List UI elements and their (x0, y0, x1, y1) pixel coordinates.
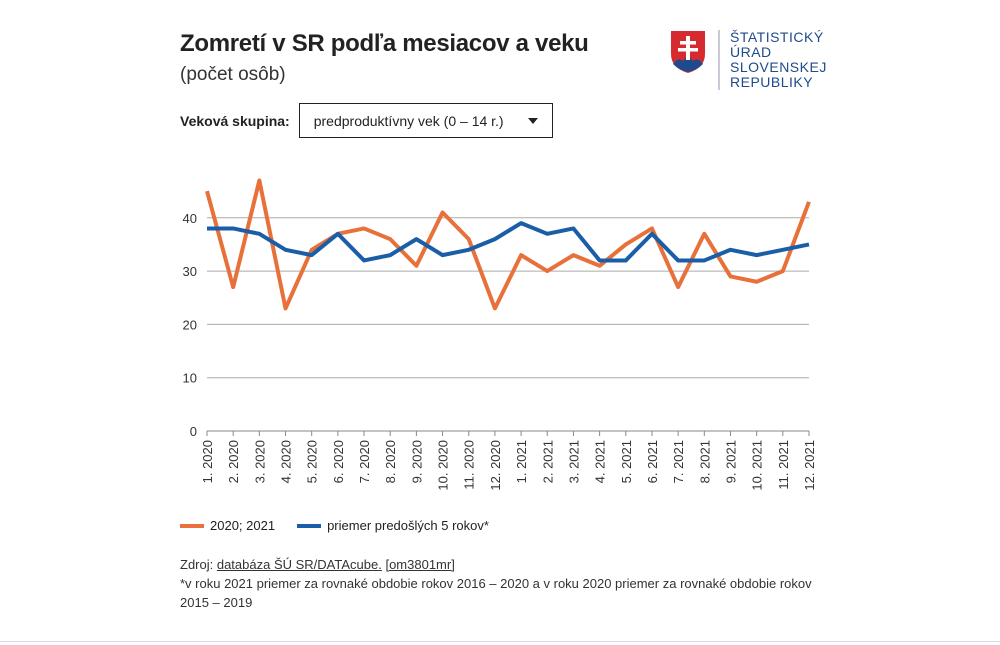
x-tick-label: 1. 2020 (200, 440, 215, 483)
legend-swatch-blue (297, 523, 322, 528)
source-note: Zdroj: databáza ŠÚ SR/DATAcube. [om3801m… (180, 555, 820, 612)
x-tick-label: 3. 2021 (566, 440, 581, 483)
y-tick-label: 40 (183, 211, 197, 226)
x-tick-label: 8. 2020 (383, 440, 398, 483)
logo-line: ŠTATISTICKÝ (730, 29, 824, 45)
legend-label[interactable]: 2020; 2021 (210, 518, 276, 533)
dropdown-arrow-icon (527, 118, 538, 124)
y-tick-label: 20 (183, 317, 197, 332)
logo: ŠTATISTICKÝ ÚRAD SLOVENSKEJ REPUBLIKY (670, 30, 827, 90)
x-tick-label: 9. 2020 (409, 440, 424, 483)
legend-label[interactable]: priemer predošlých 5 rokov* (327, 518, 489, 533)
logo-line: REPUBLIKY (730, 74, 814, 90)
divider (0, 641, 1000, 642)
x-tick-label: 4. 2021 (593, 440, 608, 483)
source-code-link[interactable]: [om3801mr] (385, 557, 455, 572)
y-tick-label: 10 (183, 371, 197, 386)
age-group-filter: Veková skupina: predproduktívny vek (0 –… (180, 103, 553, 138)
chart-subtitle: (počet osôb) (180, 64, 286, 85)
series-line-1 (207, 221, 810, 263)
x-tick-label: 11. 2021 (776, 440, 791, 490)
x-tick-label: 2. 2021 (540, 440, 555, 483)
source-link[interactable]: databáza ŠÚ SR/DATAcube. (216, 557, 382, 572)
series-line-0 (205, 178, 811, 311)
x-tick-label: 8. 2021 (697, 440, 712, 483)
source-prefix: Zdroj: (180, 557, 217, 572)
x-tick-label: 10. 2020 (436, 440, 451, 491)
x-tick-label: 6. 2021 (645, 440, 660, 483)
y-tick-label: 0 (190, 424, 197, 439)
y-tick-label: 30 (183, 264, 197, 279)
footnote: *v roku 2021 priemer za rovnaké obdobie … (180, 576, 812, 610)
age-group-select[interactable]: predproduktívny vek (0 – 14 r.) (298, 103, 553, 138)
x-tick-label: 10. 2021 (750, 440, 765, 491)
x-tick-label: 1. 2021 (514, 440, 529, 483)
x-tick-label: 12. 2021 (802, 440, 817, 491)
x-tick-label: 2. 2020 (226, 440, 241, 483)
logo-text: ŠTATISTICKÝ ÚRAD SLOVENSKEJ REPUBLIKY (718, 30, 827, 90)
logo-line: SLOVENSKEJ (730, 59, 827, 75)
x-tick-label: 4. 2020 (279, 440, 294, 483)
logo-line: ÚRAD (730, 44, 772, 60)
x-tick-label: 7. 2020 (357, 440, 372, 483)
coat-of-arms-icon (671, 31, 705, 73)
legend-swatch-orange (180, 523, 204, 528)
filter-label: Veková skupina: (180, 112, 290, 129)
x-tick-label: 5. 2020 (305, 440, 320, 483)
x-tick-label: 9. 2021 (723, 440, 738, 483)
x-tick-label: 12. 2020 (488, 440, 503, 491)
x-tick-label: 3. 2020 (252, 440, 267, 483)
x-tick-label: 7. 2021 (671, 440, 686, 483)
x-tick-label: 5. 2021 (619, 440, 634, 483)
x-tick-label: 6. 2020 (331, 440, 346, 483)
select-value: predproduktívny vek (0 – 14 r.) (313, 112, 504, 129)
chart-title: Zomretí v SR podľa mesiacov a veku (180, 30, 589, 57)
legend: 2020; 2021 priemer predošlých 5 rokov* (180, 518, 489, 533)
x-tick-label: 11. 2020 (462, 440, 477, 490)
